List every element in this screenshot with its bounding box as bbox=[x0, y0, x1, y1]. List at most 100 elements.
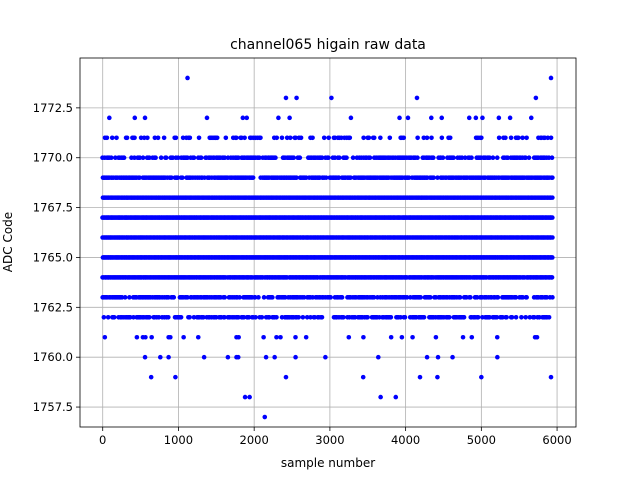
data-point bbox=[274, 334, 279, 340]
data-point bbox=[479, 135, 484, 141]
data-point bbox=[287, 115, 292, 121]
data-point bbox=[274, 135, 280, 141]
data-point bbox=[235, 354, 241, 360]
data-point bbox=[137, 155, 143, 161]
data-point bbox=[121, 155, 127, 161]
data-point bbox=[283, 95, 289, 101]
data-point bbox=[257, 155, 262, 161]
data-point bbox=[360, 374, 366, 380]
data-point bbox=[495, 354, 500, 360]
data-point bbox=[187, 315, 192, 320]
data-point bbox=[143, 334, 148, 340]
data-point bbox=[138, 135, 144, 141]
y-tick-label: 1772.5 bbox=[33, 101, 73, 115]
data-point bbox=[524, 135, 529, 141]
data-point bbox=[549, 155, 555, 161]
data-point bbox=[140, 155, 146, 161]
data-point bbox=[495, 295, 501, 300]
data-point bbox=[388, 334, 394, 340]
data-point bbox=[431, 175, 437, 180]
data-point bbox=[418, 295, 423, 300]
data-point bbox=[365, 315, 370, 320]
data-point bbox=[459, 155, 465, 161]
data-point bbox=[487, 315, 492, 320]
data-point bbox=[503, 135, 508, 141]
data-point bbox=[519, 315, 524, 320]
data-point bbox=[399, 334, 405, 340]
data-point bbox=[323, 175, 329, 180]
data-point bbox=[124, 135, 130, 141]
data-point bbox=[279, 135, 285, 141]
data-point bbox=[371, 295, 377, 300]
data-point bbox=[496, 135, 502, 141]
data-point bbox=[156, 315, 162, 320]
data-point bbox=[468, 295, 473, 300]
data-point bbox=[496, 115, 502, 121]
data-point bbox=[523, 155, 528, 161]
data-point bbox=[223, 135, 229, 141]
data-point bbox=[127, 315, 133, 320]
data-point bbox=[222, 295, 228, 300]
data-point bbox=[187, 135, 193, 141]
data-point bbox=[428, 295, 433, 300]
data-point bbox=[424, 354, 430, 360]
data-point bbox=[319, 155, 325, 161]
data-point bbox=[417, 374, 423, 380]
data-point bbox=[240, 115, 246, 121]
data-point bbox=[191, 155, 197, 161]
data-point bbox=[326, 155, 331, 161]
data-point bbox=[195, 334, 201, 340]
data-point bbox=[494, 334, 500, 340]
data-point bbox=[166, 354, 171, 360]
data-point bbox=[520, 135, 525, 141]
data-point bbox=[127, 295, 132, 300]
data-point bbox=[336, 175, 342, 180]
data-point bbox=[105, 315, 111, 320]
data-point bbox=[321, 135, 327, 141]
x-tick-label: 4000 bbox=[391, 433, 420, 447]
data-point bbox=[323, 354, 328, 360]
data-point bbox=[180, 175, 185, 180]
data-point bbox=[348, 175, 353, 180]
data-point bbox=[158, 155, 164, 161]
data-point bbox=[250, 175, 256, 180]
data-point bbox=[429, 135, 434, 141]
data-point bbox=[242, 135, 247, 141]
x-tick-label: 5000 bbox=[467, 433, 496, 447]
data-point bbox=[378, 394, 383, 400]
data-point bbox=[236, 155, 241, 161]
data-point bbox=[163, 155, 169, 161]
data-point bbox=[244, 115, 250, 121]
y-axis-label: ADC Code bbox=[1, 212, 15, 272]
data-point bbox=[508, 135, 514, 141]
data-point bbox=[246, 315, 252, 320]
data-point bbox=[480, 115, 485, 121]
data-point bbox=[300, 315, 306, 320]
data-point bbox=[494, 155, 500, 161]
data-point bbox=[113, 155, 118, 161]
data-point bbox=[301, 295, 307, 300]
data-point bbox=[155, 135, 161, 141]
data-point bbox=[261, 334, 266, 340]
data-point bbox=[376, 354, 381, 360]
data-point bbox=[507, 115, 513, 121]
data-point bbox=[178, 315, 184, 320]
y-tick-label: 1760.0 bbox=[33, 350, 73, 364]
data-point bbox=[297, 155, 303, 161]
data-point bbox=[371, 135, 377, 141]
data-point bbox=[421, 315, 427, 320]
data-point bbox=[401, 135, 407, 141]
x-tick-label: 2000 bbox=[240, 433, 269, 447]
data-point bbox=[393, 394, 399, 400]
data-point bbox=[404, 295, 410, 300]
data-point bbox=[263, 354, 269, 360]
data-point bbox=[339, 295, 345, 300]
data-point bbox=[447, 135, 453, 141]
data-point bbox=[198, 155, 204, 161]
x-axis-ticks: 0 1000 2000 3000 4000 5000 6000 bbox=[99, 427, 572, 447]
data-point bbox=[487, 155, 492, 161]
data-point bbox=[462, 155, 468, 161]
data-point bbox=[253, 315, 258, 320]
data-point bbox=[152, 135, 158, 141]
